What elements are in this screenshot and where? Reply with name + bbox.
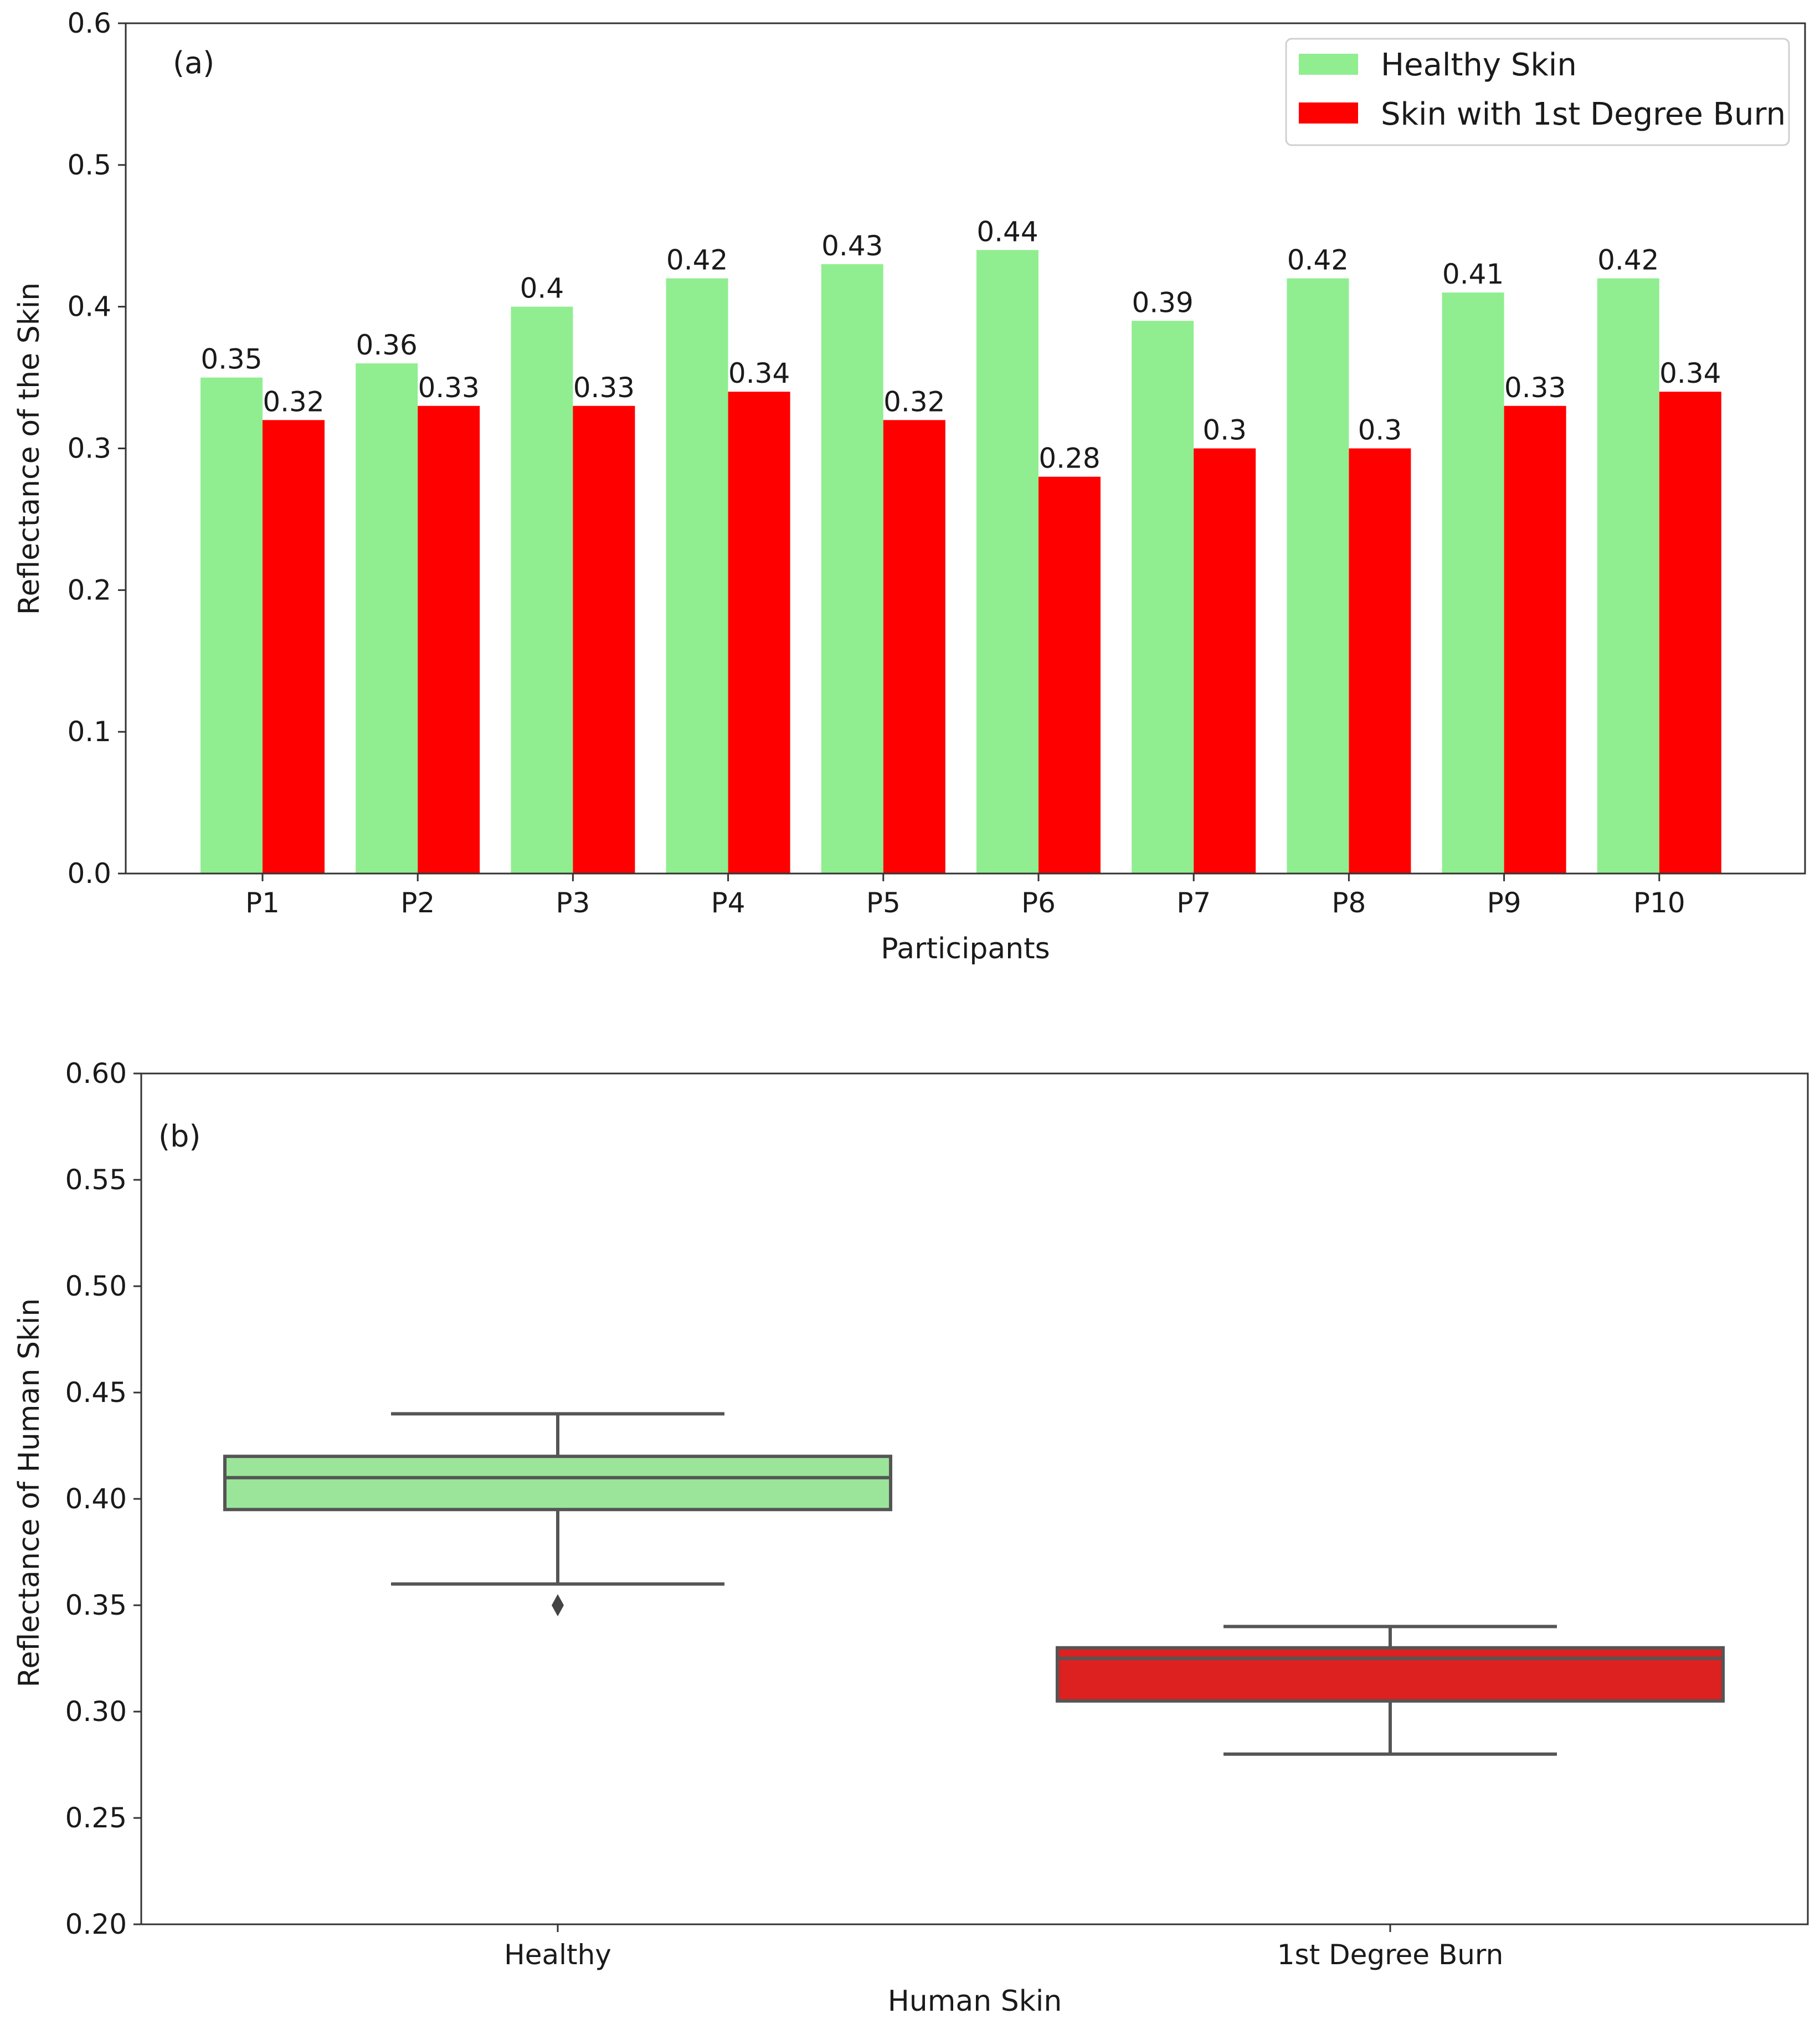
data-label-healthy-p6: 0.44 [976,215,1038,248]
bar-burn-p4 [728,392,790,874]
data-label-burn-p4: 0.34 [728,357,790,389]
y-tick-label: 0.2 [67,574,111,606]
data-label-healthy-p2: 0.36 [356,329,418,361]
y-tick-label: 0.30 [65,1696,127,1728]
bar-data-labels: 0.35 0.36 0.4 0.42 0.43 0.44 0.39 0.42 0.41 0.42 0… [200,215,1721,474]
x-tick-label-p6: P6 [1021,887,1056,919]
bar-healthy-p7 [1132,321,1194,874]
data-label-healthy-p1: 0.35 [200,343,262,376]
x-tick-label-p2: P2 [400,887,435,919]
y-tick-label: 0.60 [65,1057,127,1090]
bar-chart-y-axis-label: Reflectance of the Skin [13,282,46,615]
y-tick-label: 0.3 [67,433,111,465]
x-tick-label-p4: P4 [711,887,746,919]
x-tick-label-p8: P8 [1331,887,1366,919]
x-tick-label-p3: P3 [556,887,590,919]
bar-healthy-p10 [1597,278,1659,874]
y-tick-label: 0.55 [65,1164,127,1196]
bar-healthy-p8 [1287,278,1349,874]
legend-swatch-burn-skin [1299,102,1358,124]
x-tick-label-1st-degree-burn: 1st Degree Burn [1277,1939,1504,1971]
bar-healthy-p4 [666,278,728,874]
bar-burn-p8 [1349,448,1411,874]
y-tick-label: 0.35 [65,1589,127,1621]
x-tick-label-p9: P9 [1487,887,1521,919]
data-label-burn-p10: 0.34 [1659,357,1721,389]
bar-burn-p1 [263,420,325,874]
data-label-healthy-p8: 0.42 [1287,244,1349,276]
x-tick-label-p5: P5 [866,887,901,919]
bar-healthy-p9 [1442,292,1504,874]
x-tick-label-healthy: Healthy [504,1939,611,1971]
box-healthy [223,1455,892,1512]
y-tick-label: 0.20 [65,1908,127,1940]
y-tick-label: 0.6 [67,7,111,39]
bar-healthy-p6 [976,250,1038,874]
legend-swatch-healthy-skin [1299,54,1358,75]
data-label-burn-p5: 0.32 [883,386,945,418]
legend-label-healthy-skin: Healthy Skin [1381,47,1577,83]
data-label-burn-p7: 0.3 [1202,414,1247,446]
y-tick-label: 0.40 [65,1483,127,1515]
data-label-healthy-p7: 0.39 [1132,286,1194,319]
x-tick-label-p1: P1 [245,887,280,919]
legend: Healthy Skin Skin with 1st Degree Burn [1285,38,1790,146]
data-label-burn-p6: 0.28 [1038,443,1100,475]
y-tick-label: 0.5 [67,149,111,181]
data-label-burn-p8: 0.3 [1358,414,1402,446]
box-plot-x-axis-label: Human Skin [888,1985,1062,2018]
bar-healthy-p1 [200,377,263,874]
bar-chart-x-ticks: P1 P2 P3 P4 P5 P6 P7 P8 P9 P10 [245,874,1685,919]
bar-burn-p3 [573,405,635,874]
data-label-healthy-p5: 0.43 [821,230,883,262]
data-label-burn-p9: 0.33 [1504,372,1566,404]
bar-chart-panel: 0.0 0.1 0.2 0.3 0.4 0.5 0.6 P1 P2 P3 P4 P5 P6 P7 P8 P9… [13,7,1806,965]
bar-healthy-p3 [511,306,573,874]
data-label-healthy-p10: 0.42 [1597,244,1659,276]
legend-box [1285,38,1790,146]
bar-burn-p5 [883,420,945,874]
box-plot-y-ticks: 0.20 0.25 0.30 0.35 0.40 0.45 0.50 0.55 0.60 [65,1057,141,1940]
y-tick-label: 0.4 [67,291,111,323]
y-tick-label: 0.25 [65,1802,127,1834]
box-plot-panel: 0.20 0.25 0.30 0.35 0.40 0.45 0.50 0.55 0.60 Hea… [13,1057,1809,2018]
bar-chart-y-ticks: 0.0 0.1 0.2 0.3 0.4 0.5 0.6 [67,7,126,890]
box-plot-y-axis-label: Reflectance of Human Skin [13,1298,46,1688]
bar-healthy-p5 [821,264,883,874]
legend-label-burn-skin: Skin with 1st Degree Burn [1381,96,1786,132]
bar-chart-x-axis-label: Participants [881,932,1050,965]
data-label-burn-p2: 0.33 [418,372,480,404]
x-tick-label-p7: P7 [1176,887,1211,919]
bar-healthy-p2 [356,363,418,874]
bar-burn-p9 [1504,405,1566,874]
panel-b-label: (b) [158,1119,200,1154]
bar-marks [200,250,1721,874]
y-tick-label: 0.1 [67,716,111,748]
y-tick-label: 0.45 [65,1376,127,1409]
y-tick-label: 0.50 [65,1270,127,1302]
data-label-healthy-p9: 0.41 [1442,258,1504,290]
data-label-burn-p3: 0.33 [573,372,635,404]
box-plot-x-ticks: Healthy 1st Degree Burn [504,1924,1503,1971]
data-label-burn-p1: 0.32 [263,386,324,418]
y-tick-label: 0.0 [67,857,111,890]
data-label-healthy-p4: 0.42 [666,244,728,276]
data-label-healthy-p3: 0.4 [520,273,564,305]
box-marks [223,1412,1725,1756]
bar-burn-p6 [1038,476,1101,874]
bar-burn-p2 [418,405,480,874]
box-1st-degree-burn [1056,1646,1725,1703]
bar-burn-p10 [1659,392,1721,874]
outlier-point-healthy [552,1594,564,1616]
bar-burn-p7 [1194,448,1256,874]
panel-a-label: (a) [173,45,214,80]
x-tick-label-p10: P10 [1633,887,1685,919]
